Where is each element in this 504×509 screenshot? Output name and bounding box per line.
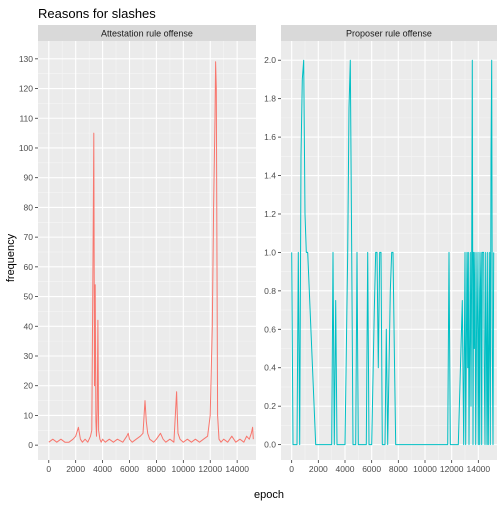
x-tick-label: 10000: [172, 464, 196, 474]
x-tick-label: 8000: [389, 464, 408, 474]
y-tick-label: 2.0: [264, 55, 276, 65]
x-tick-label: 10000: [413, 464, 437, 474]
y-tick-label: 90: [24, 173, 34, 183]
y-tick-label: 60: [24, 262, 34, 272]
y-tick-label: 1.0: [264, 247, 276, 257]
y-tick-label: 100: [19, 143, 33, 153]
x-tick-label: 6000: [362, 464, 381, 474]
x-tick-label: 14000: [225, 464, 249, 474]
series-line: [291, 59, 495, 446]
facet-strip: [281, 25, 497, 41]
x-tick-label: 12000: [440, 464, 464, 474]
x-tick-label: 2000: [309, 464, 328, 474]
y-tick-label: 0.8: [264, 286, 276, 296]
series-line: [48, 61, 254, 443]
y-tick-label: 0.4: [264, 363, 276, 373]
y-tick-label: 0.6: [264, 324, 276, 334]
y-tick-label: 1.4: [264, 171, 276, 181]
y-tick-label: 110: [19, 113, 33, 123]
y-axis-label: frequency: [5, 233, 17, 282]
panel-background: [38, 41, 256, 460]
y-tick-label: 1.6: [264, 132, 276, 142]
y-tick-label: 0: [28, 440, 33, 450]
y-tick-label: 0.0: [264, 440, 276, 450]
y-tick-label: 50: [24, 292, 34, 302]
y-tick-label: 80: [24, 202, 34, 212]
y-tick-label: 70: [24, 232, 34, 242]
x-tick-label: 4000: [93, 464, 112, 474]
x-tick-label: 12000: [198, 464, 222, 474]
x-tick-label: 2000: [66, 464, 85, 474]
facet-strip-label: Attestation rule offense: [101, 29, 193, 39]
chart-title: Reasons for slashes: [38, 6, 156, 21]
facet-strip-label: Proposer rule offense: [346, 29, 432, 39]
x-tick-label: 6000: [120, 464, 139, 474]
y-tick-label: 20: [24, 381, 34, 391]
y-tick-label: 30: [24, 351, 34, 361]
y-tick-label: 1.8: [264, 94, 276, 104]
facet-panel-2: Proposer rule offense 0.0 0.2 0.4 0.6 0.8 1.0 1…: [264, 25, 497, 474]
x-axis-label: epoch: [254, 489, 284, 501]
y-tick-label: 1.2: [264, 209, 276, 219]
y-tick-label: 130: [19, 54, 33, 64]
x-tick-label: 0: [289, 464, 294, 474]
y-tick-label: 10: [24, 410, 34, 420]
x-tick-label: 4000: [336, 464, 355, 474]
y-tick-label: 40: [24, 321, 34, 331]
facet-strip: [38, 25, 256, 41]
facet-panels: Attestation rule offense 0 10 20 30 40 50 60 70 8…: [19, 25, 497, 474]
x-tick-label: 8000: [147, 464, 166, 474]
x-tick-label: 0: [46, 464, 51, 474]
x-tick-label: 14000: [467, 464, 491, 474]
y-tick-label: 0.2: [264, 401, 276, 411]
facet-panel-1: Attestation rule offense 0 10 20 30 40 50 60 70 8…: [19, 25, 256, 474]
y-tick-label: 120: [19, 84, 33, 94]
